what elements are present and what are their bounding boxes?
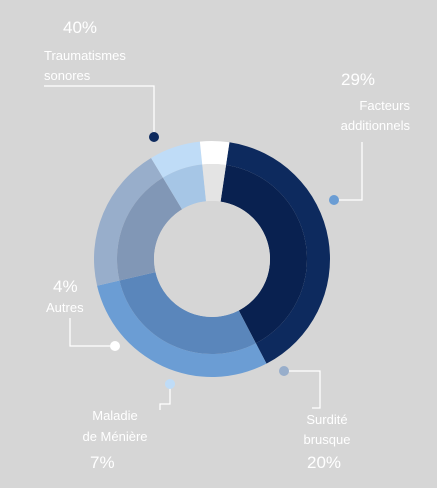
slice-label-meniere-line2: de Ménière: [82, 429, 148, 444]
slice-label-autres: Autres: [46, 300, 84, 315]
leader-dot-meniere: [165, 379, 175, 389]
donut-slice-traumatismes: [226, 142, 330, 364]
leader-line-surdite: [284, 370, 321, 409]
slice-label-facteurs-line1: Facteurs: [359, 98, 410, 113]
slice-label-meniere-line1: Maladie: [92, 408, 138, 423]
donut-slice-inner-meniere: [162, 164, 207, 210]
slice-label-traumatismes-line1: Traumatismes: [44, 48, 126, 63]
donut-slice-inner-facteurs: [119, 272, 256, 354]
donut-hole: [154, 201, 270, 317]
donut-slice-inner-traumatismes: [220, 165, 308, 344]
leader-line-facteurs: [334, 142, 363, 201]
leader-line-meniere: [159, 384, 171, 410]
donut-slice-facteurs: [97, 280, 267, 377]
donut-slice-surdite: [94, 157, 163, 286]
donut-slice-autres: [199, 141, 230, 166]
leader-dot-facteurs: [329, 195, 339, 205]
pct-label-traumatismes: 40%: [63, 18, 98, 37]
leader-line-autres: [69, 318, 115, 347]
slice-label-traumatismes-line2: sonores: [44, 68, 91, 83]
leader-dot-autres: [110, 341, 120, 351]
donut-slice-inner-surdite: [117, 177, 183, 281]
slice-label-surdite-line1: Surdité: [306, 412, 348, 427]
donut-slice-inner-autres: [202, 164, 227, 202]
leader-line-traumatismes: [44, 85, 155, 137]
donut-slice-meniere: [151, 141, 203, 178]
slice-label-facteurs-line2: additionnels: [340, 118, 410, 133]
leader-dot-surdite: [279, 366, 289, 376]
pct-label-facteurs: 29%: [341, 70, 376, 89]
leader-dot-traumatismes: [149, 132, 159, 142]
pct-label-meniere: 7%: [90, 453, 115, 472]
slice-label-surdite-line2: brusque: [303, 432, 351, 447]
pct-label-surdite: 20%: [307, 453, 342, 472]
pct-label-autres: 4%: [53, 277, 78, 296]
